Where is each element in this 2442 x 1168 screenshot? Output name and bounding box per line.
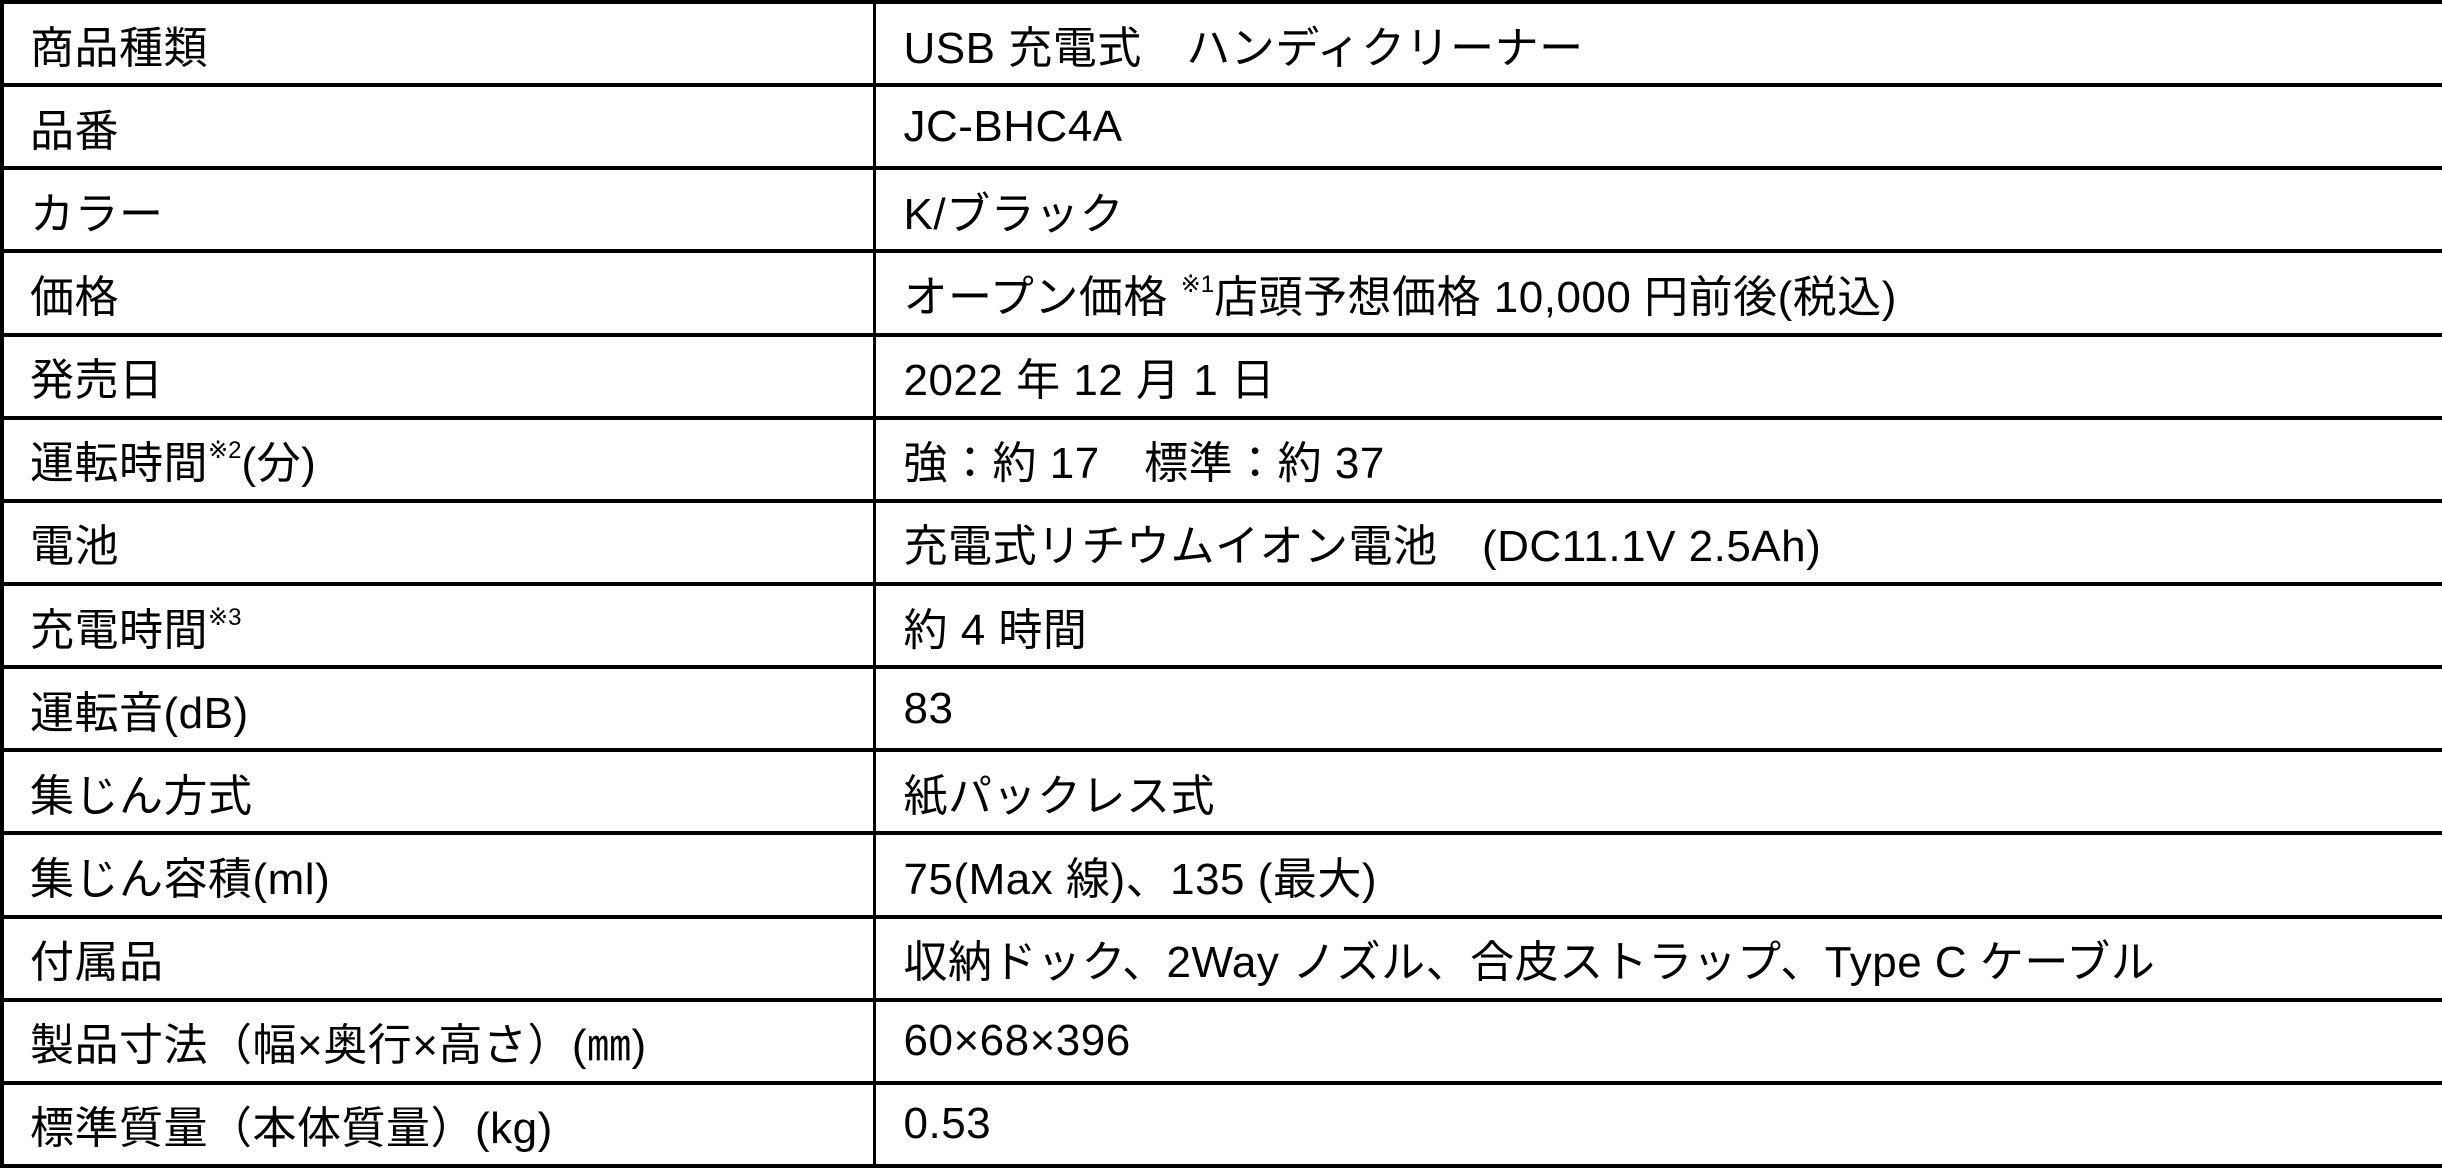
spec-label-accessories: 付属品	[0, 914, 876, 1002]
spec-value-model-number: JC-BHC4A	[872, 83, 2442, 171]
text-segment: (分)	[241, 439, 317, 489]
spec-value-dust-capacity-ml: 75(Max 線)、135 (最大)	[872, 831, 2442, 919]
table-row-product-type: 商品種類 USB 充電式 ハンディクリーナー	[0, 0, 2442, 88]
text-segment: 集じん方式	[30, 771, 253, 821]
text-segment: オープン価格	[903, 272, 1181, 322]
text-segment: 83	[903, 683, 954, 733]
text-segment: 価格	[30, 272, 119, 322]
spec-value-color: K/ブラック	[872, 166, 2442, 254]
spec-value-accessories: 収納ドック、2Way ノズル、合皮ストラップ、Type C ケーブル	[872, 914, 2442, 1002]
text-segment: 紙パックレス式	[903, 771, 1215, 821]
spec-label-operating-noise-db: 運転音(dB)	[0, 665, 876, 753]
text-segment: K/ブラック	[903, 189, 1125, 239]
table-row-battery: 電池 充電式リチウムイオン電池 (DC11.1V 2.5Ah)	[0, 498, 2442, 586]
text-segment: 75(Max 線)、135 (最大)	[903, 854, 1378, 904]
table-row-dust-capacity-ml: 集じん容積(ml) 75(Max 線)、135 (最大)	[0, 831, 2442, 919]
table-row-release-date: 発売日 2022 年 12 月 1 日	[0, 332, 2442, 420]
table-row-dust-collection-method: 集じん方式 紙パックレス式	[0, 748, 2442, 836]
text-segment: USB 充電式 ハンディクリーナー	[903, 23, 1584, 73]
footnote-marker: ※3	[208, 603, 242, 631]
table-row-model-number: 品番 JC-BHC4A	[0, 83, 2442, 171]
spec-label-battery: 電池	[0, 498, 876, 586]
table-row-product-dimensions-mm: 製品寸法（幅×奥行×高さ）(㎜) 60×68×396	[0, 997, 2442, 1085]
table-row-run-time-minutes: 運転時間※2(分) 強：約 17 標準：約 37	[0, 415, 2442, 503]
spec-value-battery: 充電式リチウムイオン電池 (DC11.1V 2.5Ah)	[872, 498, 2442, 586]
spec-value-operating-noise-db: 83	[872, 665, 2442, 753]
text-segment: 運転音(dB)	[30, 688, 249, 738]
text-segment: カラー	[30, 189, 164, 239]
spec-label-dust-capacity-ml: 集じん容積(ml)	[0, 831, 876, 919]
spec-label-price: 価格	[0, 249, 876, 337]
spec-label-run-time-minutes: 運転時間※2(分)	[0, 415, 876, 503]
text-segment: 充電時間	[30, 605, 208, 655]
spec-value-dust-collection-method: 紙パックレス式	[872, 748, 2442, 836]
text-segment: 製品寸法（幅×奥行×高さ）(㎜)	[30, 1021, 647, 1071]
table-row-standard-weight-kg: 標準質量（本体質量）(kg) 0.53	[0, 1080, 2442, 1168]
table-row-operating-noise-db: 運転音(dB) 83	[0, 665, 2442, 753]
text-segment: 店頭予想価格 10,000 円前後(税込)	[1214, 272, 1897, 322]
spec-value-charge-time: 約 4 時間	[872, 581, 2442, 670]
spec-label-model-number: 品番	[0, 83, 876, 171]
text-segment: 付属品	[30, 938, 164, 988]
spec-label-charge-time: 充電時間※3	[0, 581, 876, 670]
text-segment: 集じん容積(ml)	[30, 854, 331, 904]
text-segment: 商品種類	[30, 23, 208, 73]
text-segment: 60×68×396	[903, 1016, 1131, 1066]
footnote-marker: ※1	[1180, 270, 1215, 298]
table-row-accessories: 付属品 収納ドック、2Way ノズル、合皮ストラップ、Type C ケーブル	[0, 914, 2442, 1002]
spec-value-standard-weight-kg: 0.53	[872, 1080, 2442, 1168]
text-segment: 2022 年 12 月 1 日	[903, 356, 1276, 406]
spec-label-dust-collection-method: 集じん方式	[0, 748, 876, 836]
spec-label-product-dimensions-mm: 製品寸法（幅×奥行×高さ）(㎜)	[0, 997, 876, 1085]
text-segment: 発売日	[30, 356, 164, 406]
spec-value-price: オープン価格 ※1店頭予想価格 10,000 円前後(税込)	[872, 249, 2442, 337]
spec-value-run-time-minutes: 強：約 17 標準：約 37	[872, 415, 2442, 503]
text-segment: 品番	[30, 106, 119, 156]
text-segment: 運転時間	[30, 439, 208, 489]
spec-value-product-type: USB 充電式 ハンディクリーナー	[872, 0, 2442, 88]
text-segment: 強：約 17 標準：約 37	[903, 439, 1385, 489]
text-segment: 収納ドック、2Way ノズル、合皮ストラップ、Type C ケーブル	[903, 938, 2156, 988]
footnote-marker: ※2	[208, 437, 242, 465]
text-segment: 電池	[30, 522, 119, 572]
spec-label-release-date: 発売日	[0, 332, 876, 420]
table-row-price: 価格 オープン価格 ※1店頭予想価格 10,000 円前後(税込)	[0, 249, 2442, 337]
text-segment: 約 4 時間	[903, 605, 1088, 655]
spec-label-product-type: 商品種類	[0, 0, 876, 88]
table-row-charge-time: 充電時間※3 約 4 時間	[0, 581, 2442, 670]
table-row-color: カラー K/ブラック	[0, 166, 2442, 254]
text-segment: 0.53	[903, 1099, 992, 1149]
spec-value-release-date: 2022 年 12 月 1 日	[872, 332, 2442, 420]
spec-value-product-dimensions-mm: 60×68×396	[872, 997, 2442, 1085]
spec-label-standard-weight-kg: 標準質量（本体質量）(kg)	[0, 1080, 876, 1168]
text-segment: 充電式リチウムイオン電池 (DC11.1V 2.5Ah)	[903, 522, 1822, 572]
text-segment: 標準質量（本体質量）(kg)	[30, 1104, 553, 1154]
text-segment: JC-BHC4A	[903, 101, 1123, 151]
spec-label-color: カラー	[0, 166, 876, 254]
